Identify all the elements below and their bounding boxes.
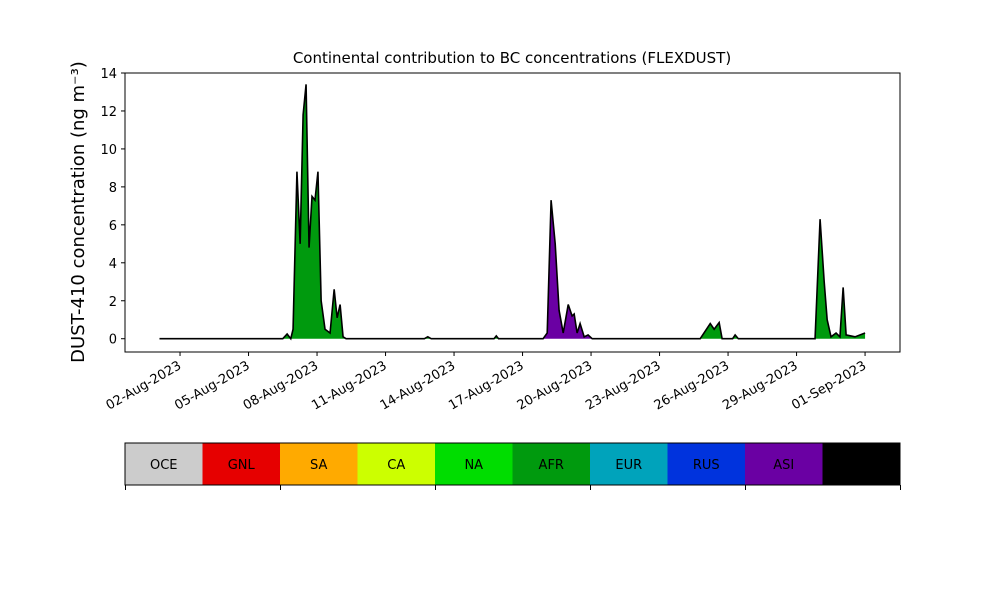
colorbar-label: NA <box>464 458 483 473</box>
plot-frame <box>124 72 901 353</box>
y-axis-label: DUST-410 concentration (ng m⁻³) <box>68 61 89 363</box>
total-outline <box>159 84 866 341</box>
colorbar-cell <box>822 443 900 485</box>
colorbar-cell <box>745 443 823 485</box>
y-tick-label: 6 <box>109 219 117 234</box>
area <box>159 84 866 339</box>
chart-title: Continental contribution to BC concentra… <box>293 49 731 67</box>
x-tick-label: 11-Aug-2023 <box>309 358 389 413</box>
y-tick-label: 12 <box>100 105 117 120</box>
x-tick-label: 01-Sep-2023 <box>789 358 869 413</box>
colorbar-cell <box>512 443 590 485</box>
y-tick-label: 2 <box>109 295 117 310</box>
x-tick-label: 14-Aug-2023 <box>378 358 458 413</box>
colorbar-label: EUR <box>615 458 642 473</box>
x-tick-label: 23-Aug-2023 <box>583 358 663 413</box>
area <box>159 84 866 339</box>
colorbar-cell <box>435 443 513 485</box>
colorbar-label: CA <box>387 458 405 473</box>
x-tick-label: 17-Aug-2023 <box>446 358 526 413</box>
colorbar-label: RUS <box>693 458 720 473</box>
x-tick-label: 02-Aug-2023 <box>104 358 184 413</box>
colorbar-frame <box>124 442 901 486</box>
colorbar-cell <box>590 443 668 485</box>
colorbar-ticks <box>125 485 901 490</box>
colorbar-label: AUS <box>848 458 875 473</box>
y-tick-label: 14 <box>100 67 117 82</box>
colorbar-label: OCE <box>150 458 178 473</box>
x-tick-label: 05-Aug-2023 <box>172 358 252 413</box>
plot-area <box>159 84 866 341</box>
colorbar-cell <box>202 443 280 485</box>
colorbar-label: GNL <box>228 458 256 473</box>
y-tick-label: 10 <box>100 143 117 158</box>
colorbar-label: ASI <box>773 458 794 473</box>
colorbar-cell <box>280 443 358 485</box>
colorbar-label: AFR <box>539 458 564 473</box>
y-tick-label: 4 <box>109 257 117 272</box>
y-tick-label: 0 <box>109 333 117 348</box>
colorbar-cell <box>667 443 745 485</box>
y-tick-label: 8 <box>109 181 117 196</box>
x-tick-label: 20-Aug-2023 <box>515 358 595 413</box>
colorbar: OCE GNL SA CA NA AFR EUR RUS ASI AUS <box>124 442 901 486</box>
x-tick-label: 29-Aug-2023 <box>720 358 800 413</box>
x-tick-label: 26-Aug-2023 <box>652 358 732 413</box>
colorbar-cell <box>357 443 435 485</box>
colorbar-cell <box>125 443 203 485</box>
x-tick-label: 08-Aug-2023 <box>241 358 321 413</box>
colorbar-label: SA <box>310 458 327 473</box>
